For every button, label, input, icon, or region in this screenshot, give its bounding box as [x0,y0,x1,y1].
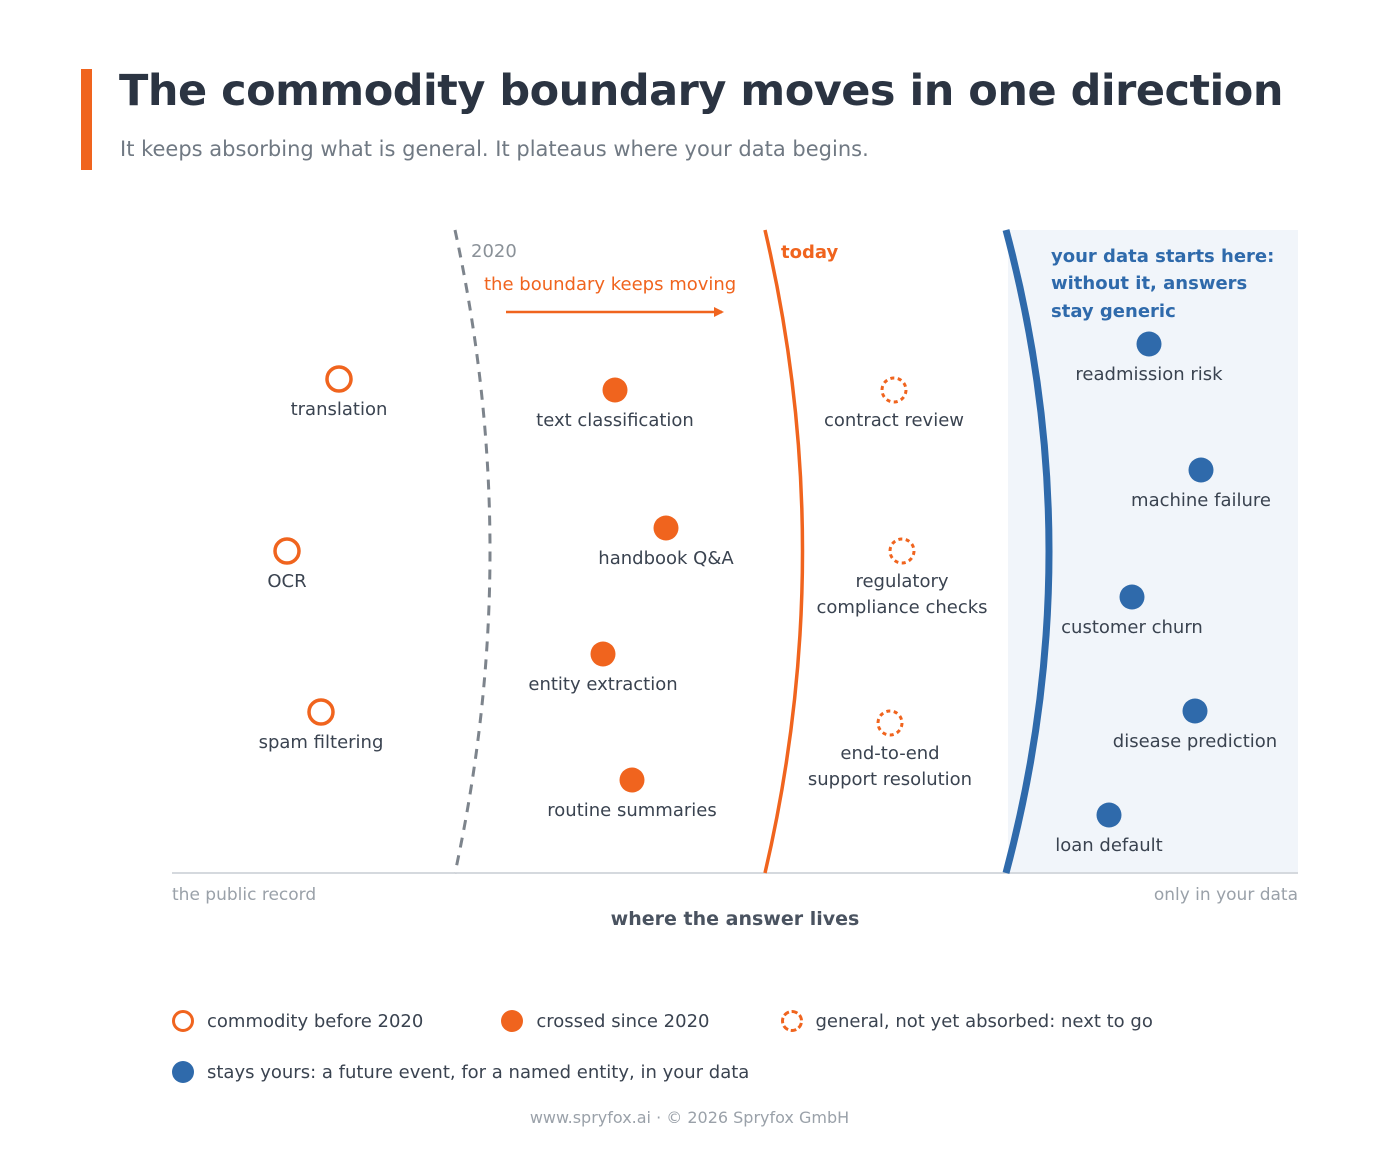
ocr-label: OCR [267,571,306,592]
axis-title: where the answer lives [611,908,860,930]
customer-churn-label: customer churn [1061,617,1203,638]
entity-extraction-marker [590,641,616,667]
legend-commodity-label: commodity before 2020 [207,1010,424,1032]
readmission-risk-label: readmission risk [1075,364,1223,385]
end-to-end-support-resolution-label: end-to-end [840,743,939,764]
legend-row-2: stays yours: a future event, for a named… [172,1061,749,1083]
legend-next: general, not yet absorbed: next to go [780,1010,1153,1032]
boundary-2020-label: 2020 [471,241,517,262]
ocr-marker [273,537,301,565]
regulatory-compliance-checks-label: compliance checks [816,597,987,618]
title-accent-bar [81,69,92,170]
regulatory-compliance-checks-marker [888,537,916,565]
legend-crossed-label: crossed since 2020 [536,1010,710,1032]
end-to-end-support-resolution-marker [876,709,904,737]
handbook-q-a-marker [653,515,679,541]
routine-summaries-marker [619,767,645,793]
machine-failure-marker [1188,457,1214,483]
page-subtitle: It keeps absorbing what is general. It p… [120,137,869,161]
text-classification-marker [602,377,628,403]
loan-default-label: loan default [1055,835,1163,856]
your-data-label-line2: without it, answers [1051,273,1247,294]
your-data-boundary-line [1002,229,1053,874]
item-markers: translation OCR spam filtering text classif… [259,331,1277,856]
entity-extraction-label: entity extraction [528,674,677,695]
text-classification-label: text classification [536,410,694,431]
legend-yours: stays yours: a future event, for a named… [172,1061,749,1083]
page-title: The commodity boundary moves in one dire… [119,66,1283,116]
machine-failure-label: machine failure [1131,490,1271,511]
spam-filtering-marker [307,698,335,726]
routine-summaries-label: routine summaries [547,800,716,821]
disease-prediction-marker [1182,698,1208,724]
boundary-2020-line [453,229,492,874]
axis-left-end-label: the public record [172,885,316,905]
handbook-q-a-label: handbook Q&A [598,548,734,569]
contract-review-marker [880,376,908,404]
your-data-label-line1: your data starts here: [1051,246,1274,267]
filled-circle-icon [501,1010,524,1032]
end-to-end-support-resolution-label: support resolution [808,769,972,790]
legend-commodity: commodity before 2020 [172,1010,423,1032]
your-data-label-line3: stay generic [1051,301,1176,322]
axis-right-end-label: only in your data [1154,885,1298,905]
legend-crossed: crossed since 2020 [501,1010,710,1032]
regulatory-compliance-checks-label: regulatory [855,571,948,592]
dashed-circle-icon [780,1010,803,1032]
boundary-today-label: today [781,242,838,263]
blue-circle-icon [172,1061,194,1083]
contract-review-label: contract review [824,410,964,431]
open-circle-icon [172,1010,194,1032]
customer-churn-marker [1119,584,1145,610]
footer-credit: www.spryfox.ai · © 2026 Spryfox GmbH [529,1108,850,1127]
disease-prediction-label: disease prediction [1113,731,1277,752]
translation-marker [325,365,353,393]
legend-yours-label: stays yours: a future event, for a named… [207,1061,750,1083]
legend-row-1: commodity before 2020 crossed since 2020… [172,1010,1153,1032]
boundary-moving-label: the boundary keeps moving [484,274,736,295]
translation-label: translation [291,399,388,420]
legend-next-label: general, not yet absorbed: next to go [815,1010,1153,1032]
boundary-today-line [763,229,805,874]
spam-filtering-label: spam filtering [259,732,384,753]
loan-default-marker [1096,802,1122,828]
readmission-risk-marker [1136,331,1162,357]
